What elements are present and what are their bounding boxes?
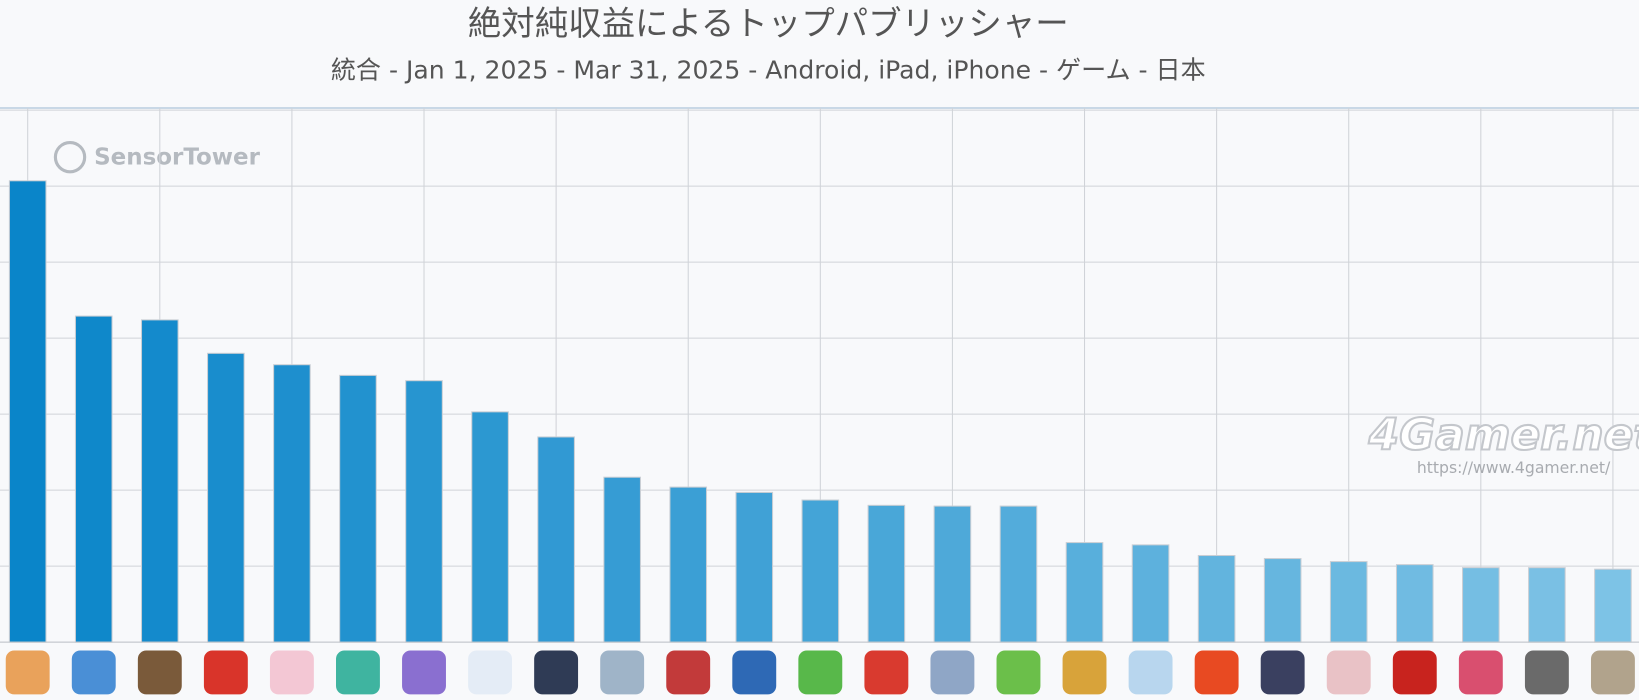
app-icon xyxy=(1326,650,1371,695)
app-icon xyxy=(1524,650,1569,695)
bar xyxy=(207,352,245,643)
app-icon xyxy=(534,650,579,695)
bar xyxy=(140,319,179,643)
app-icon xyxy=(137,650,182,695)
bar xyxy=(1395,564,1434,643)
app-icon xyxy=(798,650,843,695)
app-icon xyxy=(269,650,314,695)
app-icon xyxy=(402,650,446,695)
watermark-text: SensorTower xyxy=(94,145,261,171)
bar xyxy=(1528,567,1566,643)
app-icon xyxy=(203,650,248,695)
bar xyxy=(339,374,377,643)
chart-subtitle: 統合 - Jan 1, 2025 - Mar 31, 2025 - Androi… xyxy=(331,55,1206,84)
app-icon xyxy=(468,650,513,695)
bar xyxy=(603,476,641,643)
watermark-text: https://www.4gamer.net/ xyxy=(1417,458,1611,477)
app-icon xyxy=(1590,650,1635,695)
bar xyxy=(471,411,509,643)
bar xyxy=(1131,544,1170,643)
bar xyxy=(273,364,311,643)
sensor-tower-logo: SensorTower xyxy=(53,140,261,174)
bar xyxy=(1065,542,1104,643)
bar xyxy=(1594,568,1632,643)
bar xyxy=(801,499,840,643)
app-icon xyxy=(600,650,645,695)
app-icon xyxy=(864,650,909,695)
bar xyxy=(669,486,708,643)
chart-title: 絶対純収益によるトップパブリッシャー xyxy=(468,4,1069,43)
app-icon xyxy=(1128,650,1173,695)
watermark-text: 4Gamer.net xyxy=(1368,409,1639,460)
app-icon xyxy=(1062,650,1107,695)
bar xyxy=(999,505,1038,643)
app-icon xyxy=(1194,650,1239,695)
app-icon xyxy=(1260,650,1305,695)
logo-icon xyxy=(53,140,87,174)
app-icon xyxy=(930,650,975,695)
bar xyxy=(1462,567,1500,643)
app-icon xyxy=(732,650,777,695)
bar xyxy=(1263,558,1302,643)
app-icon xyxy=(1392,650,1437,695)
bar xyxy=(74,315,113,643)
bar xyxy=(867,504,906,643)
bar xyxy=(8,180,47,643)
app-icon xyxy=(336,650,380,695)
bar xyxy=(1329,561,1368,643)
app-icon xyxy=(666,650,711,695)
bar xyxy=(405,380,443,643)
bar xyxy=(537,436,575,643)
app-icon xyxy=(71,650,116,695)
app-icon xyxy=(996,650,1041,695)
app-icon xyxy=(5,650,50,695)
bar xyxy=(933,505,972,643)
bar xyxy=(735,491,774,643)
app-icon xyxy=(1458,650,1503,695)
bar xyxy=(1197,554,1236,643)
